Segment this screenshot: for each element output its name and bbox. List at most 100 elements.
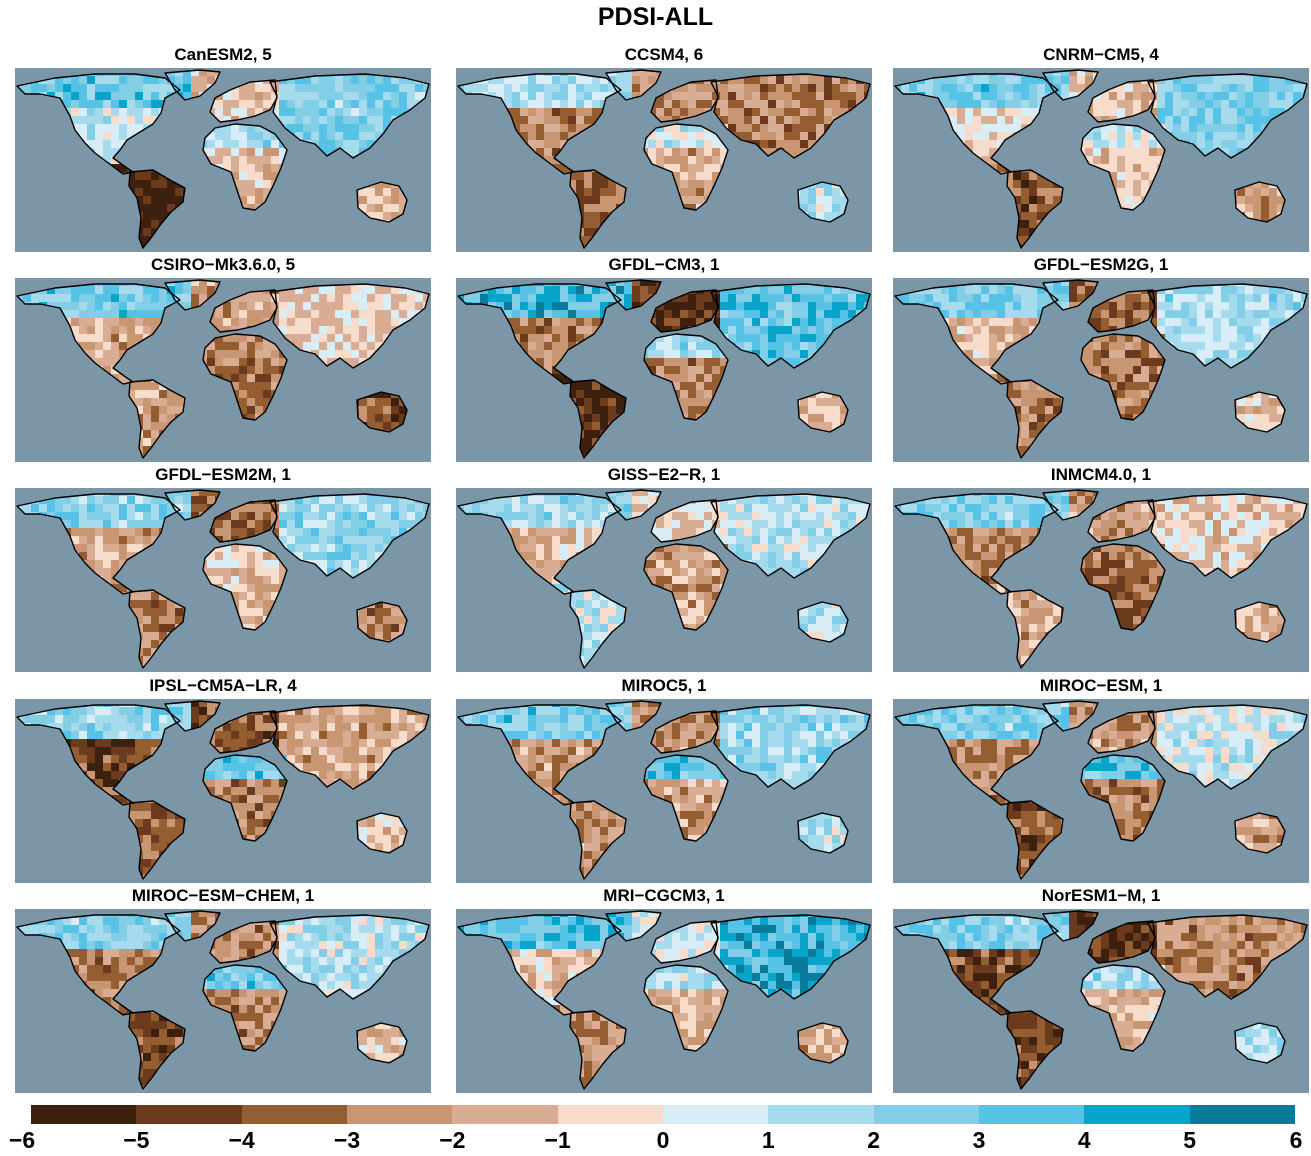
coastline — [710, 283, 871, 369]
coastline — [894, 283, 1059, 385]
map-panel: MIROC−ESM−CHEM, 1 — [15, 886, 431, 1093]
coastline — [457, 283, 622, 385]
map-panel: GFDL−ESM2M, 1 — [15, 465, 431, 672]
world-map — [456, 68, 872, 252]
coastline — [1234, 601, 1286, 643]
colorbar-tick-label: 6 — [1289, 1127, 1303, 1153]
coastline — [894, 73, 1059, 175]
panel-title: MRI−CGCM3, 1 — [603, 886, 725, 905]
coastline — [128, 1010, 186, 1090]
panel-title: GFDL−ESM2M, 1 — [155, 465, 291, 484]
coastline — [710, 914, 871, 1000]
coastline — [269, 493, 430, 579]
colorbar-segment — [768, 1105, 874, 1124]
colorbar-segment — [557, 1105, 663, 1124]
colorbar-segment — [978, 1105, 1085, 1124]
coastline — [356, 181, 408, 223]
colorbar-tick-label: −2 — [439, 1127, 466, 1153]
panel-title: NorESM1−M, 1 — [1041, 886, 1161, 905]
world-map — [893, 699, 1309, 883]
coastline — [164, 910, 221, 942]
map-panel: MRI−CGCM3, 1 — [456, 886, 872, 1093]
coastline — [16, 704, 181, 806]
map-panel: NorESM1−M, 1 — [893, 886, 1309, 1093]
coastline — [164, 489, 221, 521]
coastline — [643, 754, 729, 842]
coastline — [356, 601, 408, 643]
map-panel: CCSM4, 6 — [456, 45, 872, 252]
colorbar-tick-label: 0 — [656, 1127, 670, 1153]
coastline — [605, 700, 662, 732]
coastline — [569, 1010, 627, 1090]
panel-title: INMCM4.0, 1 — [1050, 465, 1152, 484]
coastline — [1080, 964, 1166, 1052]
map-panel: GFDL−ESM2G, 1 — [893, 255, 1309, 462]
coastline — [1042, 489, 1099, 521]
world-map — [15, 909, 431, 1093]
coastline — [128, 800, 186, 880]
coastline — [605, 279, 662, 311]
world-map — [456, 278, 872, 462]
world-map — [456, 909, 872, 1093]
colorbar-tick-label: 2 — [867, 1127, 881, 1153]
panel-title: IPSL−CM5A−LR, 4 — [149, 676, 297, 695]
coastline — [1234, 391, 1286, 433]
world-map — [456, 699, 872, 883]
colorbar-segment — [241, 1105, 347, 1124]
map-panel: CNRM−CM5, 4 — [893, 45, 1309, 252]
coastline — [1080, 754, 1166, 842]
map-panel: CSIRO−Mk3.6.0, 5 — [15, 255, 431, 462]
coastline — [1147, 73, 1308, 159]
colorbar-segment — [873, 1105, 979, 1124]
panel-title: MIROC5, 1 — [621, 676, 707, 695]
coastline — [797, 391, 849, 433]
coastline — [797, 601, 849, 643]
panel-title: CCSM4, 6 — [624, 45, 704, 64]
coastline — [1042, 700, 1099, 732]
coastline — [202, 123, 288, 211]
coastline — [605, 910, 662, 942]
coastline — [643, 333, 729, 421]
coastline — [643, 123, 729, 211]
coastline — [269, 73, 430, 159]
coastline — [1147, 493, 1308, 579]
map-panel: MIROC−ESM, 1 — [893, 676, 1309, 883]
coastline — [797, 812, 849, 854]
coastline — [202, 754, 288, 842]
coastline — [710, 493, 871, 579]
coastline — [1080, 123, 1166, 211]
coastline — [1147, 283, 1308, 369]
coastline — [569, 169, 627, 249]
colorbar-segment — [31, 1105, 137, 1124]
coastline — [1042, 910, 1099, 942]
coastline — [894, 704, 1059, 806]
colorbar-tick-label: 3 — [972, 1127, 986, 1153]
coastline — [269, 704, 430, 790]
colorbar-tick-label: −1 — [544, 1127, 571, 1153]
world-map — [456, 488, 872, 672]
coastline — [1234, 181, 1286, 223]
coastline — [16, 914, 181, 1016]
coastline — [457, 914, 622, 1016]
coastline — [16, 493, 181, 595]
world-map — [15, 699, 431, 883]
coastline — [569, 379, 627, 459]
coastline — [894, 493, 1059, 595]
colorbar-tick-labels: −6 −5 −4 −3 −2 −1 0 1 2 3 4 5 6 — [0, 1126, 1311, 1156]
panel-title: CSIRO−Mk3.6.0, 5 — [150, 255, 296, 274]
colorbar-segment — [136, 1105, 242, 1124]
coastline — [797, 181, 849, 223]
coastline — [202, 964, 288, 1052]
coastline — [128, 379, 186, 459]
coastline — [164, 700, 221, 732]
colorbar — [31, 1105, 1295, 1124]
coastline — [569, 800, 627, 880]
panel-title: CanESM2, 5 — [174, 45, 272, 64]
coastline — [1042, 69, 1099, 101]
coastline — [894, 914, 1059, 1016]
coastline — [16, 73, 181, 175]
colorbar-tick-label: −5 — [123, 1127, 150, 1153]
coastline — [457, 73, 622, 175]
coastline — [1080, 333, 1166, 421]
coastline — [605, 69, 662, 101]
